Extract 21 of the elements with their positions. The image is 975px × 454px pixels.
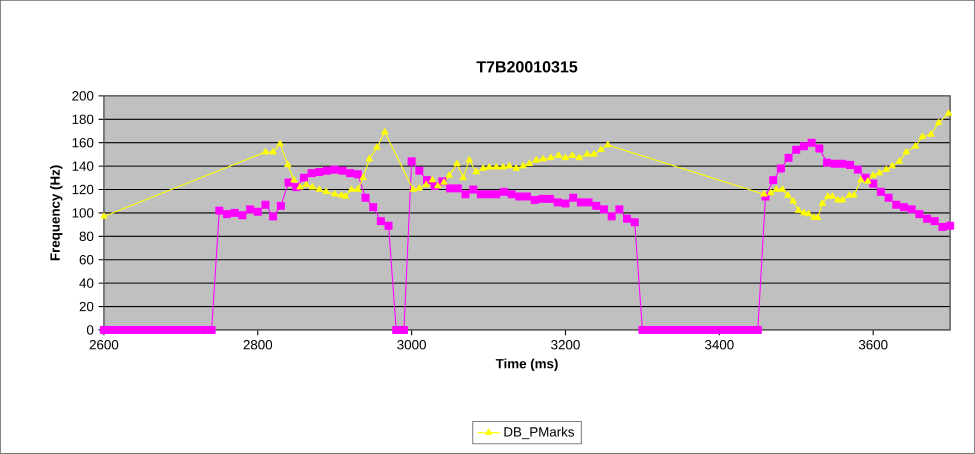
- y-tick-label: 140: [72, 161, 94, 171]
- y-tick-label: 120: [72, 184, 94, 194]
- y-tick-label: 40: [79, 278, 94, 288]
- x-tick-label: 3400: [705, 340, 734, 350]
- x-axis-title: Time (ms): [496, 358, 558, 372]
- y-tick-label: 160: [72, 138, 94, 148]
- x-tick-label: 3200: [551, 340, 580, 350]
- y-tick-label: 100: [72, 208, 94, 218]
- legend-label: DB_PMarks: [504, 426, 574, 440]
- y-tick-label: 20: [80, 302, 94, 312]
- y-tick-label: 0: [86, 325, 94, 335]
- y-tick-label: 80: [80, 232, 94, 242]
- x-tick-label: 3600: [858, 340, 888, 350]
- x-tick-label: 3000: [397, 340, 426, 350]
- chart-title: T7B20010315: [476, 61, 578, 73]
- x-tick-label: 2600: [90, 340, 118, 350]
- y-axis-title: Frequency (Hz): [50, 166, 62, 260]
- y-tick-label: 180: [72, 114, 94, 124]
- y-tick-label: 200: [72, 91, 94, 101]
- x-tick-label: 2800: [244, 340, 272, 350]
- y-tick-label: 60: [80, 255, 94, 265]
